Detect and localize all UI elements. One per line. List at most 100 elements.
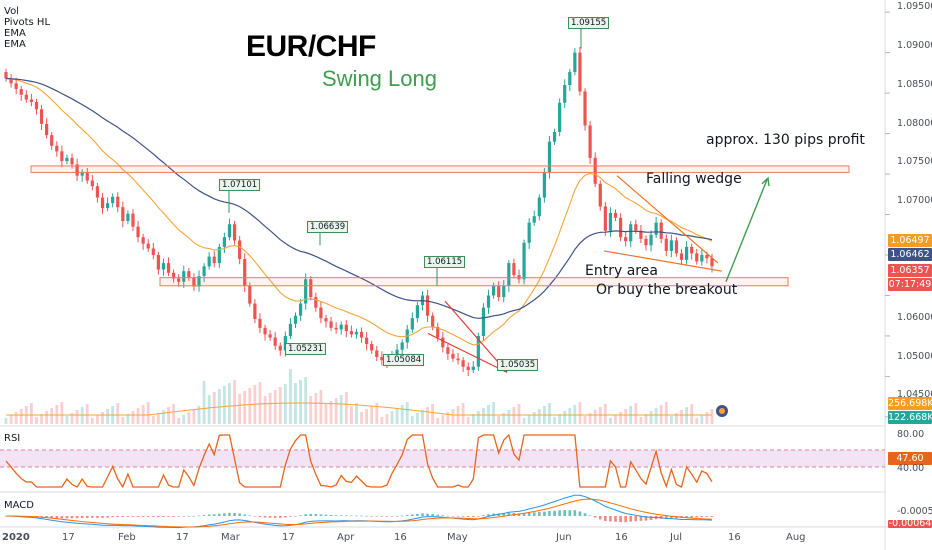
volume-bar [578,402,582,424]
support-zone [159,277,789,287]
volume-bar [70,413,74,424]
volume-bar [207,395,211,424]
macd-histogram-bar [202,515,206,516]
indicator-pivots-label[interactable]: Pivots HL [4,17,51,28]
macd-histogram-bar [350,515,353,517]
candle-body [293,315,298,324]
indicator-vol-label[interactable]: Vol [4,6,19,17]
volume-ma-line [6,402,712,416]
date-axis-tick: Jun [556,532,572,543]
candle-body [329,321,333,328]
volume-bar [289,369,292,424]
volume-bar [9,415,13,424]
macd-histogram-bar [664,516,668,519]
macd-histogram-bar [157,516,160,518]
candle-body [182,271,186,282]
macd-pane-label[interactable]: MACD [4,500,34,511]
candle-body [156,255,160,270]
volume-bar [507,410,511,424]
volume-bar [90,418,94,424]
macd-histogram-bar [593,516,597,518]
date-axis-tick: Mar [221,532,240,543]
volume-bar [314,393,318,424]
macd-histogram-bar [65,516,69,519]
countdown-tag: 07:17:49 [888,278,932,291]
candle-body [365,337,369,345]
macd-histogram-bar [649,516,653,520]
volume-bar [268,393,272,424]
volume-bar [126,414,130,424]
macd-histogram-bar [111,516,114,518]
volume-bar [349,406,353,424]
candle-body [456,358,460,361]
volume-bar [172,404,176,424]
volume-bar [131,411,135,424]
pivot-label: 1.06115 [424,256,466,268]
date-axis-tick: 16 [615,532,628,543]
macd-histogram-bar [121,516,125,518]
volume-bar [380,417,384,424]
candle-body [263,327,267,335]
event-icon-dot [719,408,725,414]
candle-body [19,89,23,95]
volume-bar [517,404,521,424]
macd-histogram-bar [598,516,602,520]
volume-bar [263,396,267,424]
volume-bar [309,396,313,424]
rsi-pane-label[interactable]: RSI [4,433,21,444]
volume-bar [375,403,379,424]
candle-body [166,263,171,273]
macd-histogram-bar [426,513,429,516]
candle-body [238,240,242,260]
candle-body [674,240,679,254]
price-axis-tick: 1.06000 [897,312,932,323]
candle-body [14,83,18,90]
macd-histogram-bar [192,515,196,517]
volume-bar [248,388,252,424]
candle-body [319,307,323,319]
candle-body [105,203,110,209]
candle-body [217,246,221,264]
candle-body [354,331,359,335]
resistance-zone [30,165,850,173]
macd-histogram-bar [609,516,612,522]
volume-bar [466,417,470,424]
macd-histogram-bar [263,516,267,518]
volume-bar [619,412,622,424]
candle-body [700,255,704,262]
macd-histogram-bar [690,516,693,518]
macd-histogram-bar [187,515,191,517]
date-axis-tick: May [447,532,468,543]
date-axis-tick: 2020 [2,532,30,543]
candle-body [121,207,125,221]
candle-body [131,213,135,227]
volume-bar [421,410,424,424]
candle-body [491,285,496,296]
volume-bar [385,414,389,424]
candle-body [552,131,557,142]
macd-histogram-bar [151,516,155,517]
volume-bar [238,394,242,424]
volume-bar [299,380,302,424]
chart-subtitle: Swing Long [322,66,437,91]
price-axis-tick: 1.05000 [897,351,932,362]
volume-bar [136,408,140,424]
candle-body [334,327,338,330]
macd-histogram-bar [578,511,582,516]
candle-body [273,337,277,346]
date-axis-tick: 16 [728,532,741,543]
indicator-ema-label[interactable]: EMA [4,28,26,39]
macd-histogram-bar [482,515,485,516]
chart-title: EUR/CHF [246,30,376,63]
volume-bar [410,416,414,424]
macd-histogram-bar [162,516,165,517]
candle-body [502,285,506,298]
candle-body [304,279,308,304]
volume-bar [223,386,226,424]
indicator-ema2-label[interactable]: EMA [4,39,26,50]
candle-body [527,222,531,243]
volume-bar [75,410,79,424]
macd-histogram-bar [233,512,236,516]
volume-bar [588,413,592,424]
candle-body [380,357,384,361]
